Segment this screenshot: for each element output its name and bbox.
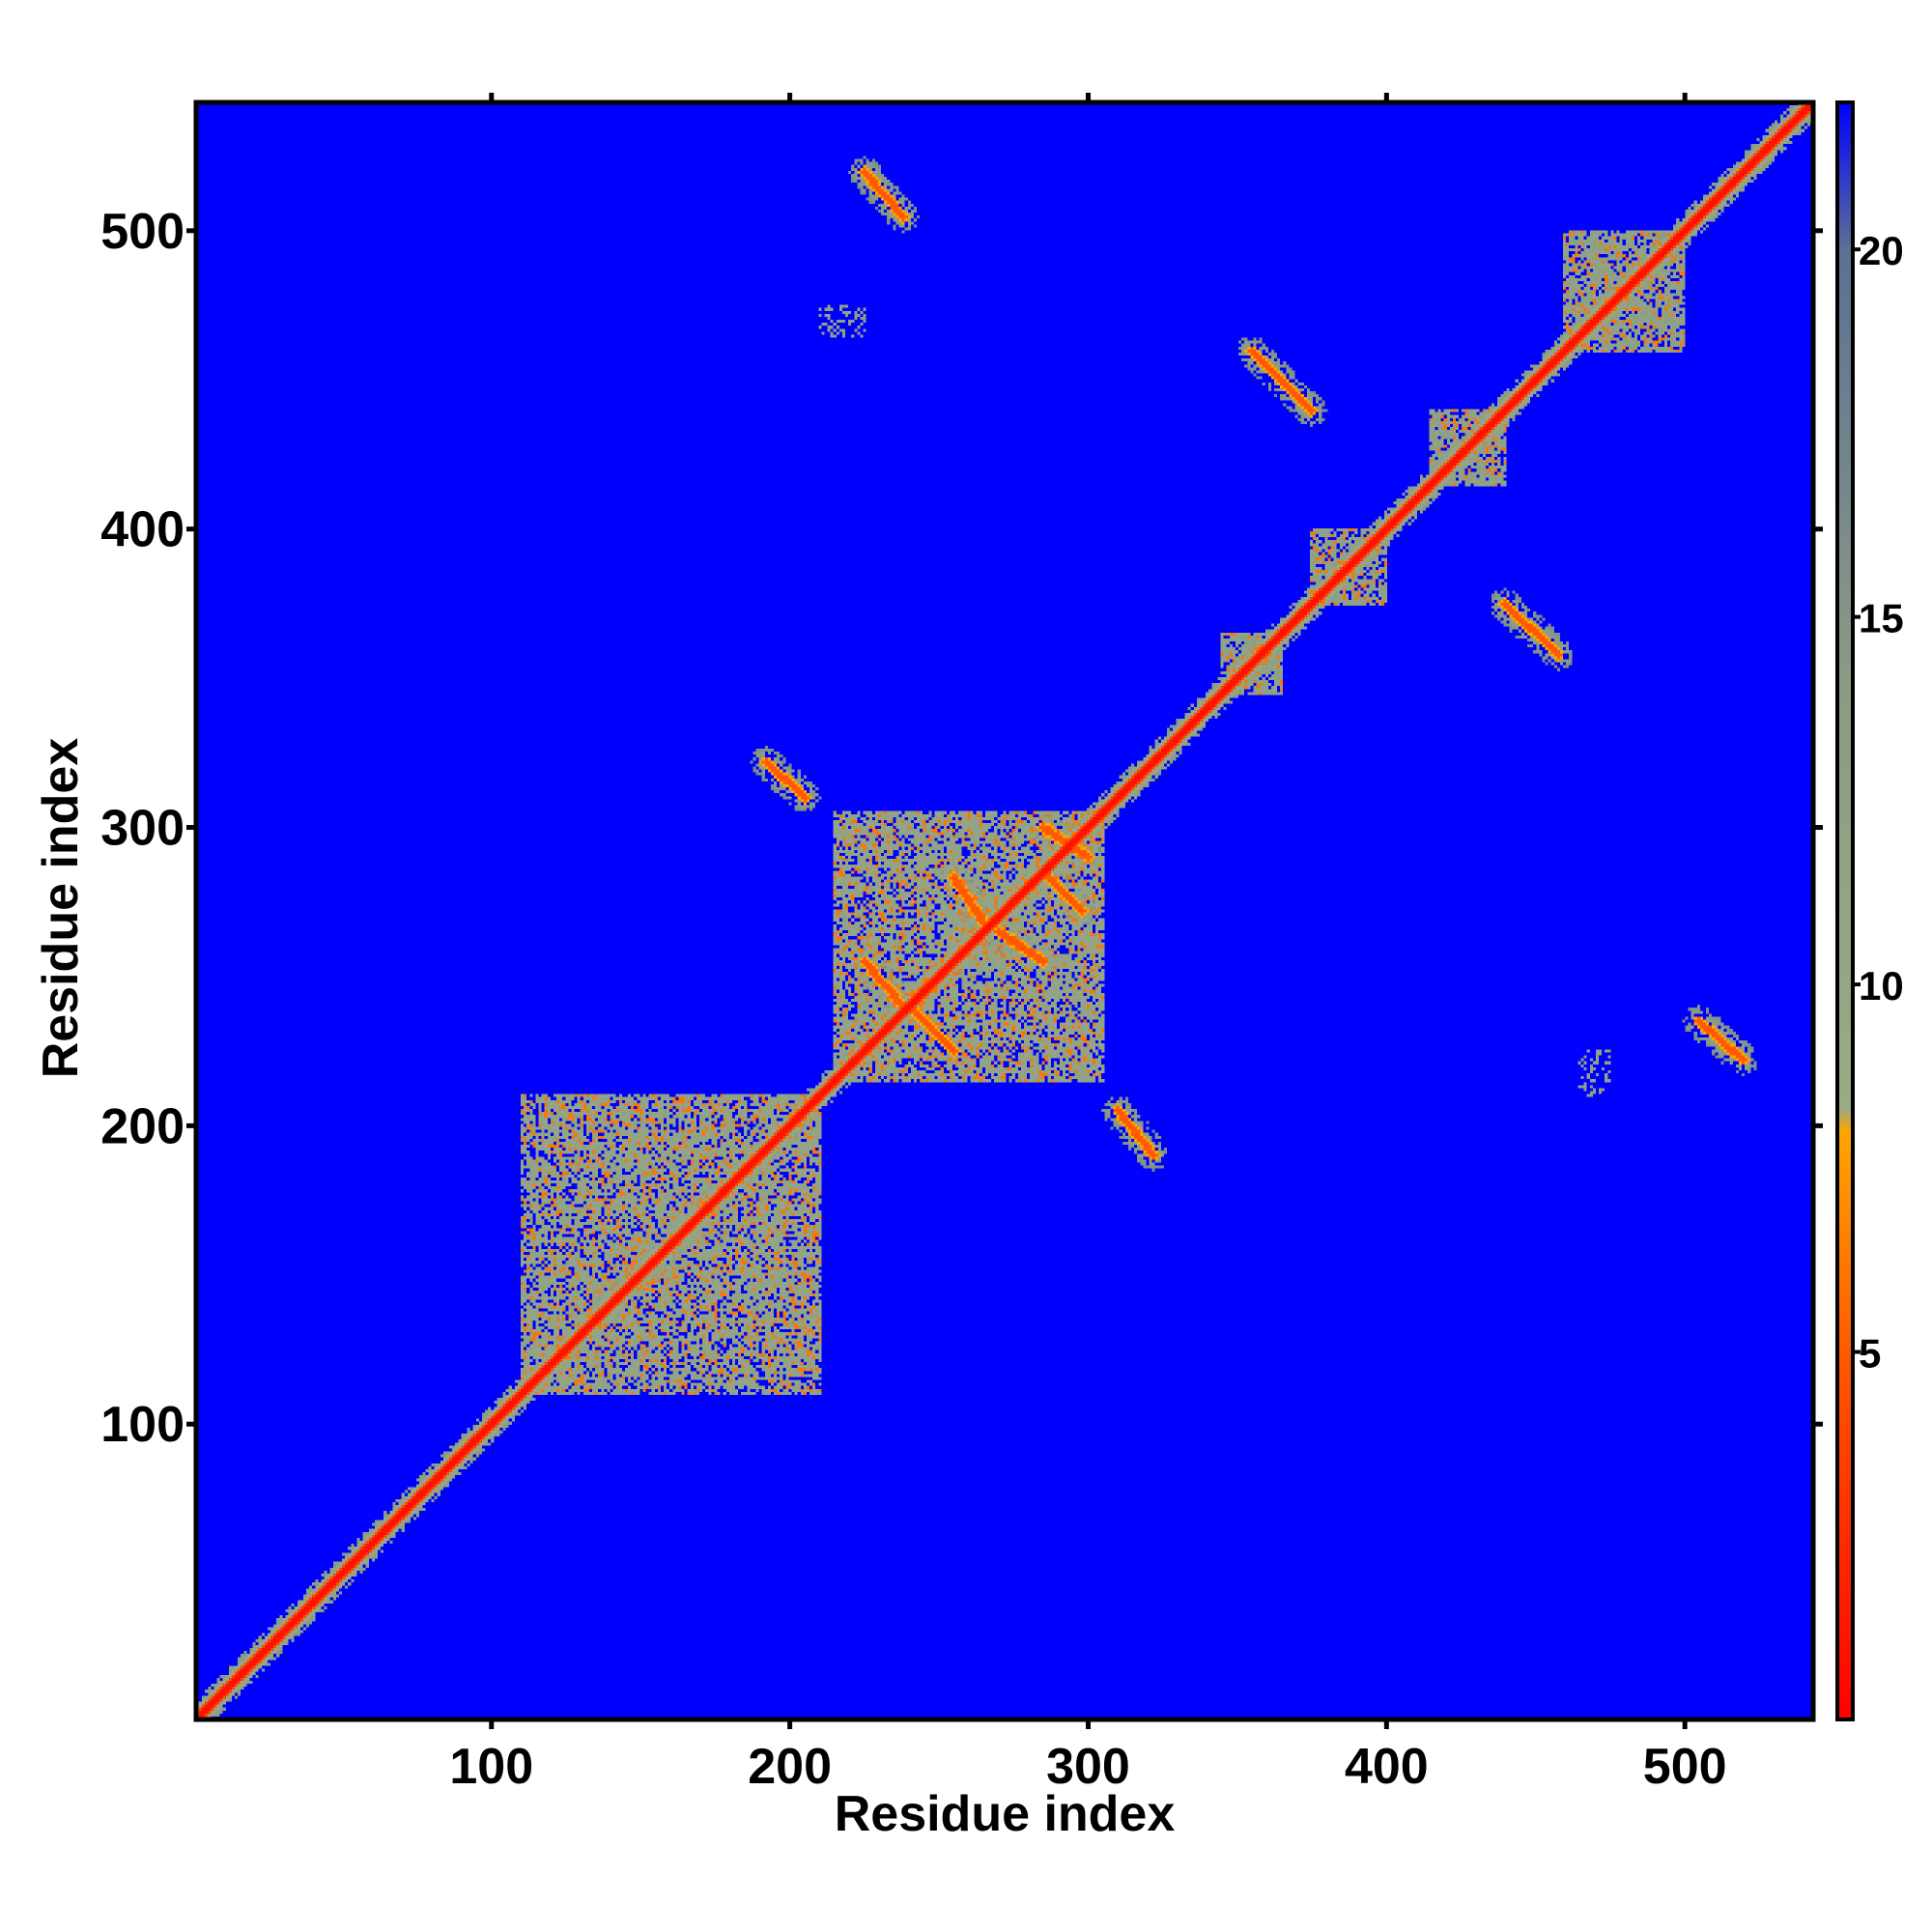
x-axis-ticks: 100 200 300 400 500 [449,93,1727,1795]
colorbar: 5 10 15 20 [1835,100,1904,1721]
colorbar-tick-label: 20 [1859,228,1904,273]
colorbar-tick-label: 15 [1859,596,1904,641]
x-tick-label: 100 [449,1739,533,1795]
x-axis-title: Residue index [835,1786,1176,1842]
y-tick-label: 100 [100,1397,185,1453]
x-tick-label: 200 [748,1739,832,1795]
heatmap-image [196,102,1813,1719]
colorbar-tick-label: 10 [1859,963,1904,1009]
y-tick-label: 300 [100,801,185,857]
y-tick-label: 200 [100,1098,185,1154]
plot-border [193,99,1816,1722]
x-tick-label: 400 [1345,1739,1429,1795]
y-axis-title: Residue index [33,738,89,1079]
plot-frame [193,99,1816,1722]
y-tick-label: 400 [100,502,185,558]
y-axis-ticks: 100 200 300 400 500 [100,204,1823,1453]
heatmap-layer [196,102,1813,1719]
y-tick-label: 500 [100,204,185,260]
x-tick-label: 300 [1046,1739,1130,1795]
colorbar-scale [1835,100,1855,1721]
x-tick-label: 500 [1643,1739,1727,1795]
colorbar-tick-label: 5 [1859,1331,1881,1377]
